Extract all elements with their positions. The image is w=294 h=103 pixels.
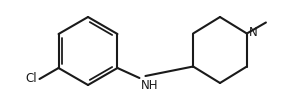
Text: NH: NH [141, 79, 158, 92]
Text: N: N [249, 26, 258, 39]
Text: Cl: Cl [25, 73, 36, 85]
